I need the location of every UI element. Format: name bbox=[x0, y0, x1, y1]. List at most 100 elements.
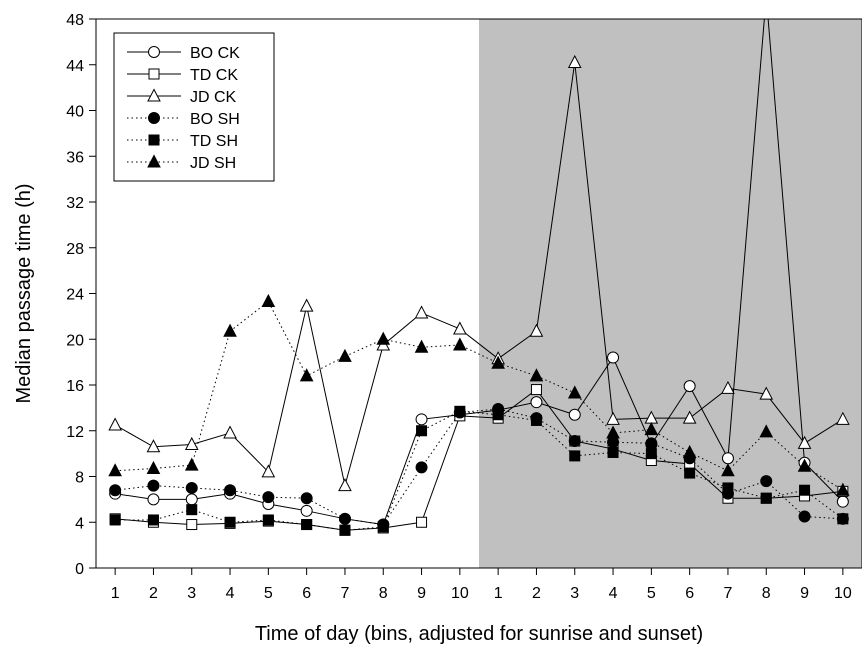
x-tick-label: 5 bbox=[264, 585, 273, 602]
legend-label-jd-sh: JD SH bbox=[190, 155, 236, 172]
point-jd-sh bbox=[797, 458, 812, 472]
series-line-td-ck bbox=[115, 388, 843, 531]
x-tick-label: 3 bbox=[570, 585, 579, 602]
x-tick-label: 10 bbox=[451, 585, 469, 602]
x-tick-label: 8 bbox=[762, 585, 771, 602]
y-tick-label: 28 bbox=[66, 241, 84, 258]
point-td-sh bbox=[186, 504, 198, 516]
point-jd-sh bbox=[414, 339, 429, 353]
point-td-sh bbox=[147, 514, 159, 526]
point-jd-ck bbox=[108, 417, 122, 431]
point-jd-ck bbox=[567, 54, 582, 68]
point-td-sh bbox=[607, 446, 619, 458]
point-jd-sh bbox=[108, 463, 122, 477]
y-tick-label: 36 bbox=[66, 149, 84, 166]
point-jd-sh bbox=[184, 457, 199, 471]
legend-box bbox=[113, 32, 275, 182]
point-td-sh bbox=[224, 516, 236, 528]
x-tick-label: 6 bbox=[685, 585, 694, 602]
legend-marker-jd-ck bbox=[147, 88, 161, 102]
x-tick-label: 2 bbox=[532, 585, 541, 602]
y-tick-label: 16 bbox=[66, 378, 84, 395]
y-tick-label: 32 bbox=[66, 195, 84, 212]
point-td-sh bbox=[492, 409, 504, 421]
point-bo-ck bbox=[147, 493, 160, 506]
series-line-bo-sh bbox=[115, 408, 843, 526]
point-td-ck bbox=[530, 384, 542, 396]
point-bo-ck bbox=[721, 452, 734, 465]
series-markers bbox=[108, 0, 850, 536]
point-bo-ck bbox=[530, 396, 543, 409]
point-jd-ck bbox=[721, 380, 735, 394]
x-tick-label: 5 bbox=[647, 585, 656, 602]
y-tick-label: 40 bbox=[66, 104, 84, 121]
x-tick-label: 2 bbox=[149, 585, 158, 602]
point-jd-ck bbox=[299, 298, 314, 312]
point-td-ck bbox=[416, 516, 428, 528]
point-jd-sh bbox=[146, 460, 161, 474]
legend-marker-bo-sh bbox=[148, 112, 160, 124]
x-tick-label: 1 bbox=[111, 585, 120, 602]
point-jd-sh bbox=[223, 323, 237, 337]
point-td-sh bbox=[530, 414, 542, 426]
point-bo-ck bbox=[836, 495, 849, 508]
point-jd-sh bbox=[606, 425, 620, 439]
legend-label-jd-ck: JD CK bbox=[190, 89, 237, 106]
point-jd-ck bbox=[606, 411, 620, 425]
legend-label-td-ck: TD CK bbox=[190, 67, 238, 84]
point-bo-sh bbox=[338, 512, 351, 525]
x-tick-label: 8 bbox=[379, 585, 388, 602]
point-bo-ck bbox=[607, 351, 620, 364]
point-jd-sh bbox=[567, 385, 582, 399]
point-td-sh bbox=[454, 405, 466, 417]
point-bo-sh bbox=[262, 491, 275, 504]
x-tick-label: 7 bbox=[723, 585, 732, 602]
point-jd-ck bbox=[261, 464, 276, 478]
legend-marker-bo-ck bbox=[148, 46, 160, 58]
y-tick-label: 20 bbox=[66, 332, 84, 349]
point-bo-sh bbox=[568, 435, 581, 448]
point-jd-sh bbox=[491, 355, 505, 369]
point-bo-ck bbox=[761, 0, 772, 2]
point-td-sh bbox=[760, 492, 772, 504]
series-line-td-sh bbox=[115, 410, 844, 531]
point-td-sh bbox=[301, 519, 313, 531]
point-bo-ck bbox=[300, 504, 313, 517]
point-jd-sh bbox=[529, 368, 544, 382]
y-tick-label: 4 bbox=[75, 515, 84, 532]
plot-frame bbox=[95, 18, 862, 569]
shaded-region-rect bbox=[479, 19, 862, 568]
point-td-sh bbox=[569, 450, 581, 462]
y-tick-label: 24 bbox=[66, 287, 84, 304]
point-jd-ck bbox=[453, 321, 467, 335]
point-bo-sh bbox=[109, 484, 122, 497]
point-bo-sh bbox=[185, 481, 198, 494]
point-jd-sh bbox=[338, 348, 352, 362]
point-td-sh bbox=[339, 524, 351, 536]
x-tick-label: 3 bbox=[187, 585, 196, 602]
x-tick-label: 9 bbox=[800, 585, 809, 602]
point-jd-sh bbox=[299, 368, 314, 382]
point-td-sh bbox=[799, 484, 811, 496]
y-tick-label: 48 bbox=[66, 12, 84, 29]
x-tick-label: 4 bbox=[226, 585, 235, 602]
x-tick-label: 4 bbox=[609, 585, 618, 602]
point-jd-ck bbox=[184, 436, 199, 450]
point-bo-sh bbox=[645, 437, 658, 450]
point-td-sh bbox=[377, 521, 389, 533]
point-bo-sh bbox=[300, 492, 313, 505]
point-td-sh bbox=[722, 482, 734, 494]
y-tick-label: 8 bbox=[75, 470, 84, 487]
legend-marker-td-ck bbox=[148, 68, 160, 80]
x-axis: 1 2 3 4 5 6 7 8 9 10 1 2 3 4 5 6 7 8 9 10 bbox=[111, 568, 852, 602]
point-td-sh bbox=[684, 467, 696, 479]
shaded-region bbox=[479, 19, 862, 568]
point-td-sh bbox=[645, 448, 657, 460]
legend-marker-jd-sh bbox=[147, 154, 161, 168]
point-jd-ck bbox=[759, 386, 774, 400]
point-jd-sh bbox=[721, 463, 735, 477]
legend-marker-td-sh bbox=[148, 134, 160, 146]
point-jd-sh bbox=[836, 482, 850, 496]
